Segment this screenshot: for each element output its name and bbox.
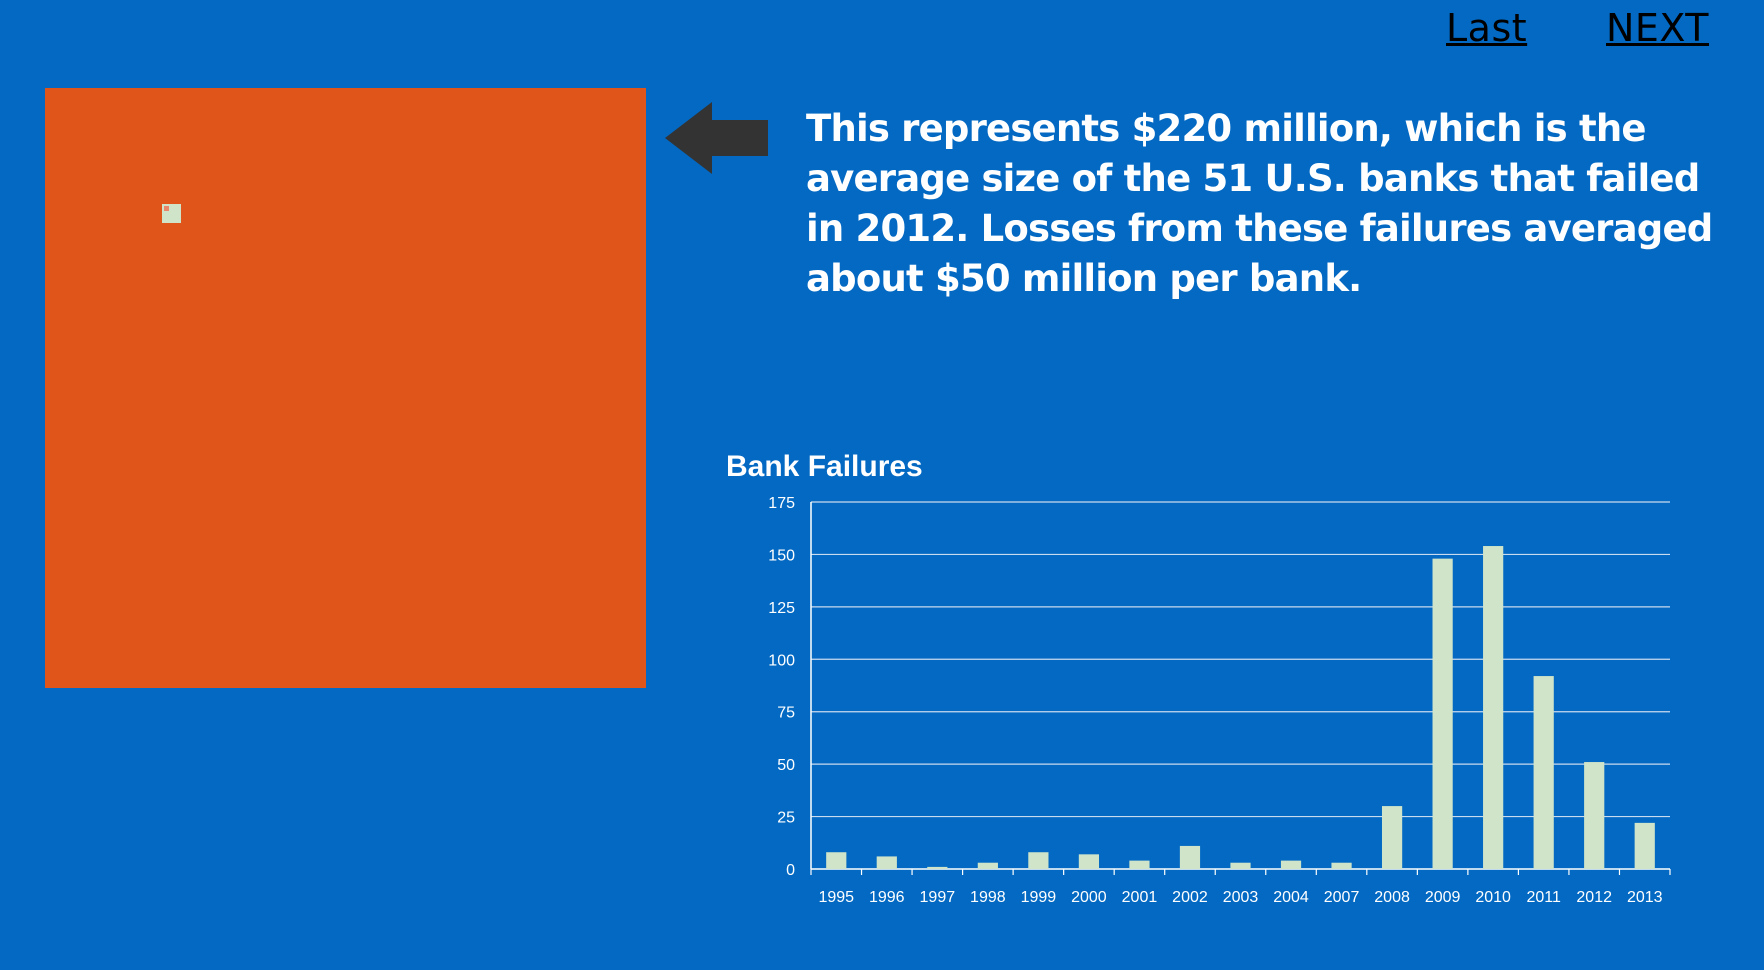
chart-canvas: 0 25 50 75 100 125 150 175 1995 1996 1997 1998 1999 2… xyxy=(768,495,1671,906)
next-link[interactable]: NEXT xyxy=(1606,6,1710,50)
y-tick-label: 150 xyxy=(768,547,795,564)
x-tick-label: 2003 xyxy=(1223,889,1259,906)
bar xyxy=(1331,862,1352,869)
bar xyxy=(927,866,948,869)
y-tick-label: 175 xyxy=(768,495,795,512)
loss-marker xyxy=(164,206,169,211)
bar xyxy=(1483,546,1504,869)
x-tick-label: 1998 xyxy=(970,889,1006,906)
bar xyxy=(1028,852,1049,869)
bar xyxy=(876,856,897,869)
bank-failures-chart: 0 25 50 75 100 125 150 175 1995 1996 1997 1998 1999 2… xyxy=(720,446,1680,916)
chart-title: Bank Failures xyxy=(726,450,923,483)
bar xyxy=(1584,762,1605,869)
bar xyxy=(1381,806,1403,869)
last-link[interactable]: Last xyxy=(1446,6,1528,50)
bar xyxy=(1280,860,1302,869)
bar xyxy=(1533,676,1554,869)
y-tick-label: 100 xyxy=(768,652,795,669)
bar xyxy=(826,852,847,869)
bar xyxy=(977,862,998,869)
y-tick-label: 0 xyxy=(786,862,795,879)
arrow-left-icon xyxy=(665,102,768,174)
x-tick-label: 2002 xyxy=(1172,889,1208,906)
x-tick-label: 2008 xyxy=(1374,889,1410,906)
x-tick-label: 1999 xyxy=(1021,889,1057,906)
x-tick-label: 2007 xyxy=(1324,889,1360,906)
description-text: This represents $220 million, which is t… xyxy=(806,107,1713,300)
bar xyxy=(1634,822,1655,869)
failed-bank-marker xyxy=(162,204,181,223)
x-tick-label: 2000 xyxy=(1071,889,1107,906)
bank-size-square xyxy=(45,88,646,688)
x-tick-label: 1995 xyxy=(818,889,854,906)
bar xyxy=(1179,845,1201,869)
x-tick-label: 2010 xyxy=(1475,889,1511,906)
x-tick-label: 2004 xyxy=(1273,889,1309,906)
y-tick-label: 50 xyxy=(777,757,795,774)
bar xyxy=(1230,862,1251,869)
y-tick-label: 125 xyxy=(768,600,795,617)
x-tick-label: 1997 xyxy=(920,889,956,906)
x-tick-label: 2012 xyxy=(1576,889,1612,906)
x-tick-label: 1996 xyxy=(869,889,905,906)
bar xyxy=(1129,860,1150,869)
x-tick-label: 2013 xyxy=(1627,889,1663,906)
bar xyxy=(1432,558,1453,869)
x-tick-label: 2009 xyxy=(1425,889,1461,906)
y-tick-label: 25 xyxy=(777,810,795,827)
x-tick-label: 2011 xyxy=(1526,889,1561,906)
bar xyxy=(1078,854,1100,869)
y-tick-label: 75 xyxy=(777,705,795,722)
x-tick-label: 2001 xyxy=(1122,889,1158,906)
